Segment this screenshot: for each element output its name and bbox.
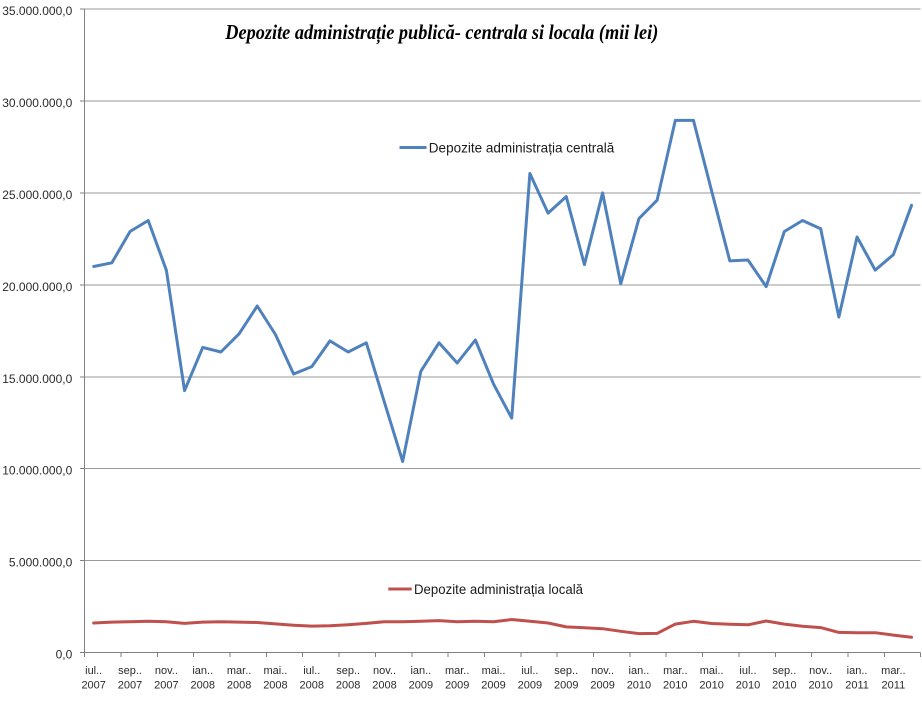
svg-text:30.000.000,0: 30.000.000,0	[2, 96, 72, 110]
svg-text:ian..: ian..	[192, 665, 213, 677]
svg-text:2011: 2011	[882, 680, 906, 692]
svg-text:2009: 2009	[554, 680, 578, 692]
svg-text:2010: 2010	[772, 680, 796, 692]
svg-text:20.000.000,0: 20.000.000,0	[2, 280, 72, 294]
svg-text:2010: 2010	[699, 680, 723, 692]
svg-text:ian..: ian..	[629, 665, 650, 677]
svg-text:iul..: iul..	[303, 665, 320, 677]
svg-text:mai..: mai..	[264, 665, 288, 677]
svg-text:iul..: iul..	[85, 665, 102, 677]
svg-text:mar..: mar..	[881, 665, 905, 677]
svg-text:2007: 2007	[154, 680, 178, 692]
svg-text:0,0: 0,0	[56, 648, 73, 662]
svg-text:mai..: mai..	[700, 665, 724, 677]
svg-text:nov..: nov..	[809, 665, 832, 677]
svg-text:2007: 2007	[118, 680, 142, 692]
svg-text:35.000.000,0: 35.000.000,0	[2, 4, 72, 18]
svg-text:ian..: ian..	[847, 665, 868, 677]
svg-text:nov..: nov..	[591, 665, 614, 677]
svg-text:2008: 2008	[300, 680, 324, 692]
svg-text:2009: 2009	[518, 680, 542, 692]
svg-text:2008: 2008	[190, 680, 214, 692]
svg-text:iul..: iul..	[739, 665, 756, 677]
svg-text:15.000.000,0: 15.000.000,0	[2, 372, 72, 386]
svg-text:mar..: mar..	[227, 665, 251, 677]
svg-text:sep..: sep..	[118, 665, 142, 677]
svg-text:ian..: ian..	[410, 665, 431, 677]
svg-text:Depozite administrația central: Depozite administrația centrală	[429, 140, 615, 156]
svg-text:2010: 2010	[808, 680, 832, 692]
svg-text:2010: 2010	[663, 680, 687, 692]
svg-text:25.000.000,0: 25.000.000,0	[2, 188, 72, 202]
svg-text:mar..: mar..	[663, 665, 687, 677]
svg-text:2009: 2009	[481, 680, 505, 692]
svg-text:2010: 2010	[736, 680, 760, 692]
svg-text:10.000.000,0: 10.000.000,0	[2, 464, 72, 478]
svg-text:Depozite administrație publică: Depozite administrație publică- centrala…	[224, 20, 658, 45]
svg-text:2009: 2009	[409, 680, 433, 692]
svg-text:mai..: mai..	[482, 665, 506, 677]
svg-text:5.000.000,0: 5.000.000,0	[9, 556, 73, 570]
svg-text:sep..: sep..	[554, 665, 578, 677]
svg-text:2008: 2008	[336, 680, 360, 692]
svg-text:nov..: nov..	[373, 665, 396, 677]
svg-text:Depozite administrația locală: Depozite administrația locală	[414, 581, 583, 597]
svg-text:sep..: sep..	[772, 665, 796, 677]
svg-text:sep..: sep..	[336, 665, 360, 677]
svg-text:iul..: iul..	[521, 665, 538, 677]
svg-text:2007: 2007	[81, 680, 105, 692]
svg-text:2009: 2009	[590, 680, 614, 692]
svg-text:nov..: nov..	[155, 665, 178, 677]
svg-text:2008: 2008	[372, 680, 396, 692]
svg-text:2011: 2011	[845, 680, 869, 692]
svg-text:2008: 2008	[263, 680, 287, 692]
svg-text:2010: 2010	[627, 680, 651, 692]
svg-text:2009: 2009	[445, 680, 469, 692]
svg-text:mar..: mar..	[445, 665, 469, 677]
svg-text:2008: 2008	[227, 680, 251, 692]
